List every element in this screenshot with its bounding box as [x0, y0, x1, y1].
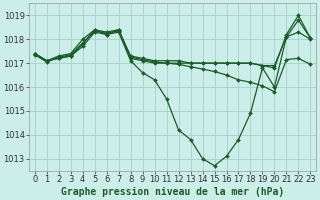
X-axis label: Graphe pression niveau de la mer (hPa): Graphe pression niveau de la mer (hPa) [61, 186, 284, 197]
